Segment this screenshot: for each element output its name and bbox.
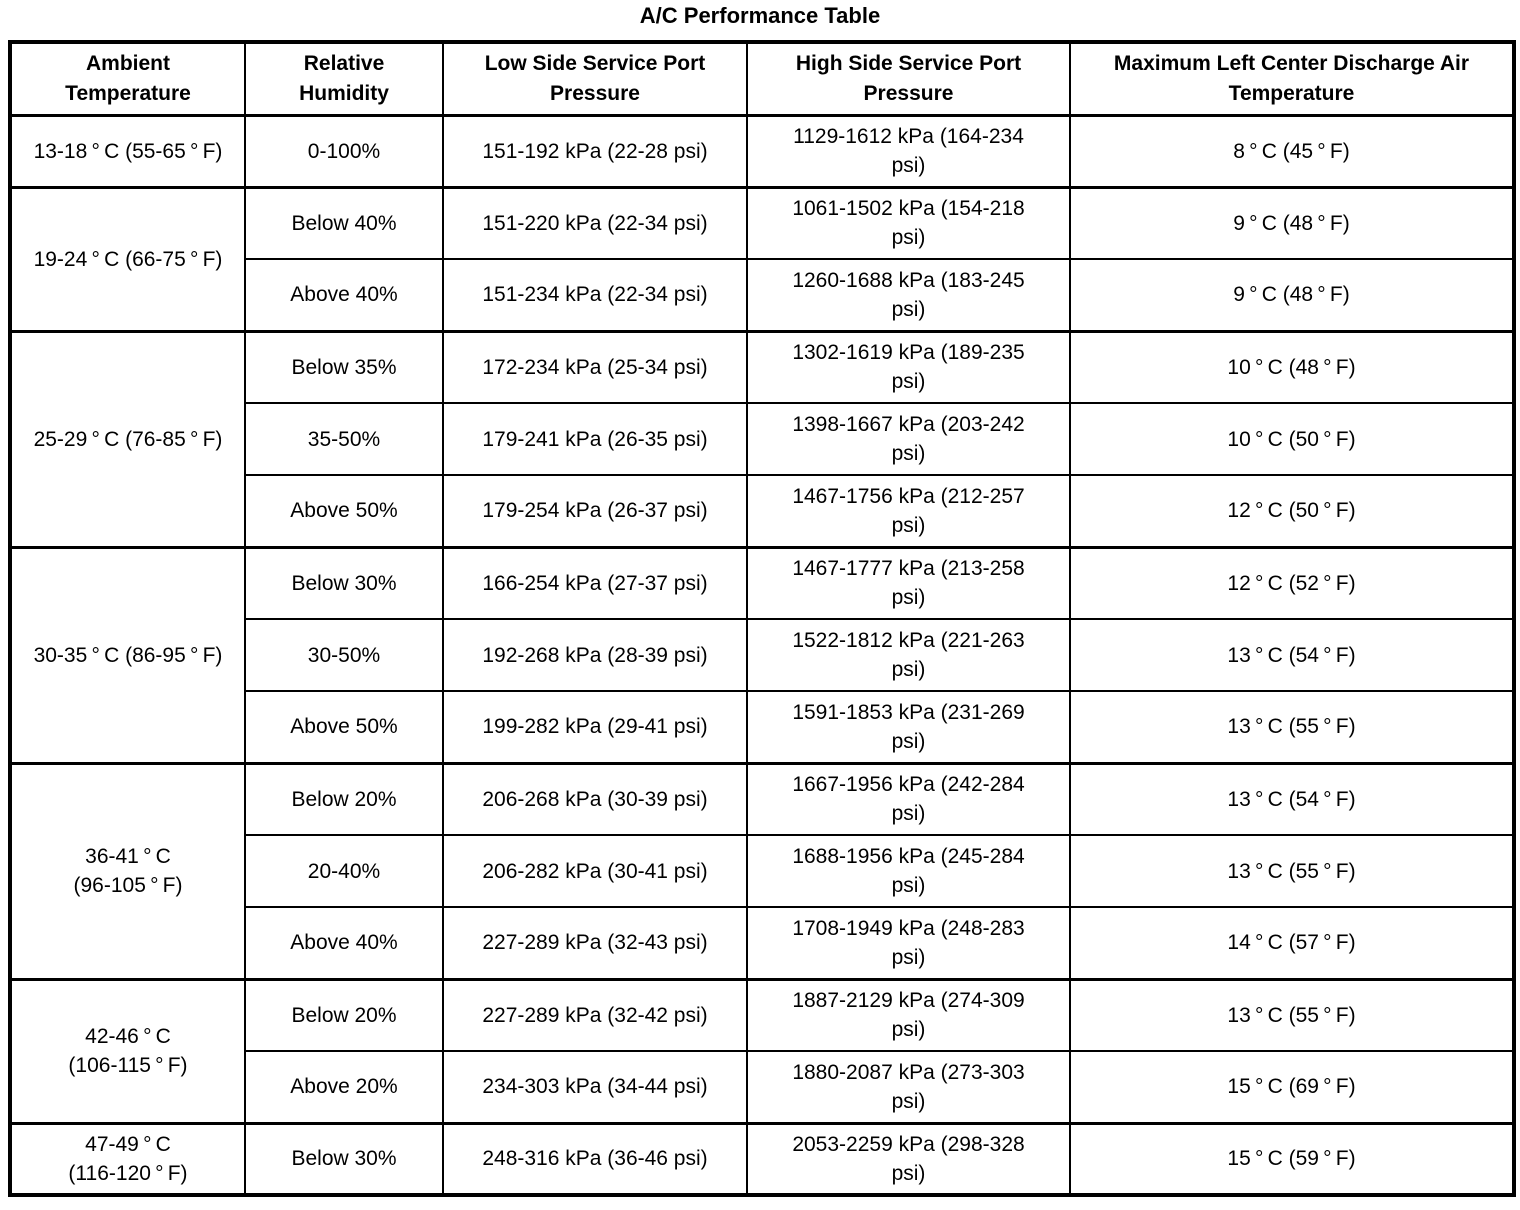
high-pressure-cell: 1302-1619 kPa (189-235 psi) bbox=[746, 329, 1071, 404]
table-row: 13-18 ° C (55-65 ° F) 0-100% 151-192 kPa… bbox=[9, 113, 1515, 188]
table-row: 20-40% 206-282 kPa (30-41 psi) 1688-1956… bbox=[10, 834, 1515, 908]
humidity-cell: Below 35% bbox=[244, 329, 444, 404]
header-discharge-air-temperature: Maximum Left Center Discharge Air Temper… bbox=[1069, 41, 1515, 117]
table-row: Above 50% 179-254 kPa (26-37 psi) 1467-1… bbox=[10, 474, 1515, 548]
high-pressure-cell: 1522-1812 kPa (221-263 psi) bbox=[746, 618, 1071, 692]
ambient-temp-cell: 25-29 ° C (76-85 ° F) bbox=[9, 329, 246, 548]
header-relative-humidity: Relative Humidity bbox=[244, 41, 444, 117]
discharge-temp-cell: 13 ° C (54 ° F) bbox=[1069, 761, 1515, 836]
humidity-cell: Below 30% bbox=[244, 1121, 444, 1196]
table-row: 36-41 ° C (96-105 ° F) Below 20% 206-268… bbox=[9, 761, 1515, 980]
humidity-cell: Above 50% bbox=[244, 690, 444, 764]
low-pressure-cell: 192-268 kPa (28-39 psi) bbox=[442, 618, 748, 692]
high-pressure-cell: 1260-1688 kPa (183-245 psi) bbox=[746, 258, 1071, 332]
high-pressure-cell: 1467-1777 kPa (213-258 psi) bbox=[746, 545, 1071, 620]
discharge-temp-cell: 13 ° C (55 ° F) bbox=[1069, 690, 1515, 764]
table-row: 35-50% 179-241 kPa (26-35 psi) 1398-1667… bbox=[10, 402, 1515, 476]
table-row: 25-29 ° C (76-85 ° F) Below 35% 172-234 … bbox=[9, 329, 1515, 548]
ambient-temp-cell: 36-41 ° C (96-105 ° F) bbox=[9, 761, 246, 980]
humidity-cell: 30-50% bbox=[244, 618, 444, 692]
humidity-cell: Above 40% bbox=[244, 258, 444, 332]
humidity-cell: Above 40% bbox=[244, 906, 444, 980]
low-pressure-cell: 172-234 kPa (25-34 psi) bbox=[442, 329, 748, 404]
low-pressure-cell: 227-289 kPa (32-43 psi) bbox=[442, 906, 748, 980]
ac-performance-table: Ambient Temperature Relative Humidity Lo… bbox=[8, 40, 1516, 1197]
table-row: 19-24 ° C (66-75 ° F) Below 40% 151-220 … bbox=[9, 185, 1515, 332]
humidity-cell: Below 40% bbox=[244, 185, 444, 260]
ambient-temp-cell: 13-18 ° C (55-65 ° F) bbox=[9, 113, 246, 188]
header-row: Ambient Temperature Relative Humidity Lo… bbox=[9, 41, 1515, 117]
high-pressure-cell: 1688-1956 kPa (245-284 psi) bbox=[746, 834, 1071, 908]
discharge-temp-cell: 12 ° C (50 ° F) bbox=[1069, 474, 1515, 548]
ambient-temp-cell: 30-35 ° C (86-95 ° F) bbox=[9, 545, 246, 764]
humidity-cell: 0-100% bbox=[244, 113, 444, 188]
page-title: A/C Performance Table bbox=[639, 3, 881, 28]
high-pressure-cell: 1887-2129 kPa (274-309 psi) bbox=[746, 977, 1071, 1052]
table-row: 30-50% 192-268 kPa (28-39 psi) 1522-1812… bbox=[10, 618, 1515, 692]
low-pressure-cell: 151-192 kPa (22-28 psi) bbox=[442, 113, 748, 188]
low-pressure-cell: 179-254 kPa (26-37 psi) bbox=[442, 474, 748, 548]
discharge-temp-cell: 10 ° C (48 ° F) bbox=[1069, 329, 1515, 404]
low-pressure-cell: 248-316 kPa (36-46 psi) bbox=[442, 1121, 748, 1196]
table-row: 47-49 ° C (116-120 ° F) Below 30% 248-31… bbox=[9, 1121, 1515, 1196]
high-pressure-cell: 2053-2259 kPa (298-328 psi) bbox=[746, 1121, 1071, 1196]
discharge-temp-cell: 13 ° C (54 ° F) bbox=[1069, 618, 1515, 692]
humidity-cell: 20-40% bbox=[244, 834, 444, 908]
table-row: 30-35 ° C (86-95 ° F) Below 30% 166-254 … bbox=[9, 545, 1515, 764]
discharge-temp-cell: 13 ° C (55 ° F) bbox=[1069, 834, 1515, 908]
discharge-temp-cell: 15 ° C (69 ° F) bbox=[1069, 1050, 1515, 1124]
high-pressure-cell: 1708-1949 kPa (248-283 psi) bbox=[746, 906, 1071, 980]
discharge-temp-cell: 13 ° C (55 ° F) bbox=[1069, 977, 1515, 1052]
high-pressure-cell: 1129-1612 kPa (164-234 psi) bbox=[746, 113, 1071, 188]
low-pressure-cell: 206-282 kPa (30-41 psi) bbox=[442, 834, 748, 908]
discharge-temp-cell: 9 ° C (48 ° F) bbox=[1069, 185, 1515, 260]
ambient-temp-cell: 42-46 ° C (106-115 ° F) bbox=[9, 977, 246, 1124]
table-row: 42-46 ° C (106-115 ° F) Below 20% 227-28… bbox=[9, 977, 1515, 1124]
table-row: Above 40% 151-234 kPa (22-34 psi) 1260-1… bbox=[10, 258, 1515, 332]
discharge-temp-cell: 8 ° C (45 ° F) bbox=[1069, 113, 1515, 188]
discharge-temp-cell: 12 ° C (52 ° F) bbox=[1069, 545, 1515, 620]
humidity-cell: Above 50% bbox=[244, 474, 444, 548]
low-pressure-cell: 151-220 kPa (22-34 psi) bbox=[442, 185, 748, 260]
low-pressure-cell: 166-254 kPa (27-37 psi) bbox=[442, 545, 748, 620]
table-row: Above 50% 199-282 kPa (29-41 psi) 1591-1… bbox=[10, 690, 1515, 764]
ambient-temp-cell: 47-49 ° C (116-120 ° F) bbox=[9, 1121, 246, 1196]
discharge-temp-cell: 14 ° C (57 ° F) bbox=[1069, 906, 1515, 980]
header-high-side-pressure: High Side Service Port Pressure bbox=[746, 41, 1071, 117]
high-pressure-cell: 1398-1667 kPa (203-242 psi) bbox=[746, 402, 1071, 476]
discharge-temp-cell: 15 ° C (59 ° F) bbox=[1069, 1121, 1515, 1196]
low-pressure-cell: 234-303 kPa (34-44 psi) bbox=[442, 1050, 748, 1124]
low-pressure-cell: 206-268 kPa (30-39 psi) bbox=[442, 761, 748, 836]
high-pressure-cell: 1591-1853 kPa (231-269 psi) bbox=[746, 690, 1071, 764]
table-row: Above 20% 234-303 kPa (34-44 psi) 1880-2… bbox=[10, 1050, 1515, 1124]
header-ambient-temperature: Ambient Temperature bbox=[9, 41, 246, 117]
header-low-side-pressure: Low Side Service Port Pressure bbox=[442, 41, 748, 117]
table-row: Above 40% 227-289 kPa (32-43 psi) 1708-1… bbox=[10, 906, 1515, 980]
humidity-cell: Below 20% bbox=[244, 761, 444, 836]
humidity-cell: Below 30% bbox=[244, 545, 444, 620]
high-pressure-cell: 1880-2087 kPa (273-303 psi) bbox=[746, 1050, 1071, 1124]
high-pressure-cell: 1667-1956 kPa (242-284 psi) bbox=[746, 761, 1071, 836]
high-pressure-cell: 1467-1756 kPa (212-257 psi) bbox=[746, 474, 1071, 548]
low-pressure-cell: 227-289 kPa (32-42 psi) bbox=[442, 977, 748, 1052]
humidity-cell: Above 20% bbox=[244, 1050, 444, 1124]
low-pressure-cell: 199-282 kPa (29-41 psi) bbox=[442, 690, 748, 764]
discharge-temp-cell: 9 ° C (48 ° F) bbox=[1069, 258, 1515, 332]
low-pressure-cell: 151-234 kPa (22-34 psi) bbox=[442, 258, 748, 332]
discharge-temp-cell: 10 ° C (50 ° F) bbox=[1069, 402, 1515, 476]
high-pressure-cell: 1061-1502 kPa (154-218 psi) bbox=[746, 185, 1071, 260]
humidity-cell: 35-50% bbox=[244, 402, 444, 476]
humidity-cell: Below 20% bbox=[244, 977, 444, 1052]
low-pressure-cell: 179-241 kPa (26-35 psi) bbox=[442, 402, 748, 476]
ambient-temp-cell: 19-24 ° C (66-75 ° F) bbox=[9, 185, 246, 332]
